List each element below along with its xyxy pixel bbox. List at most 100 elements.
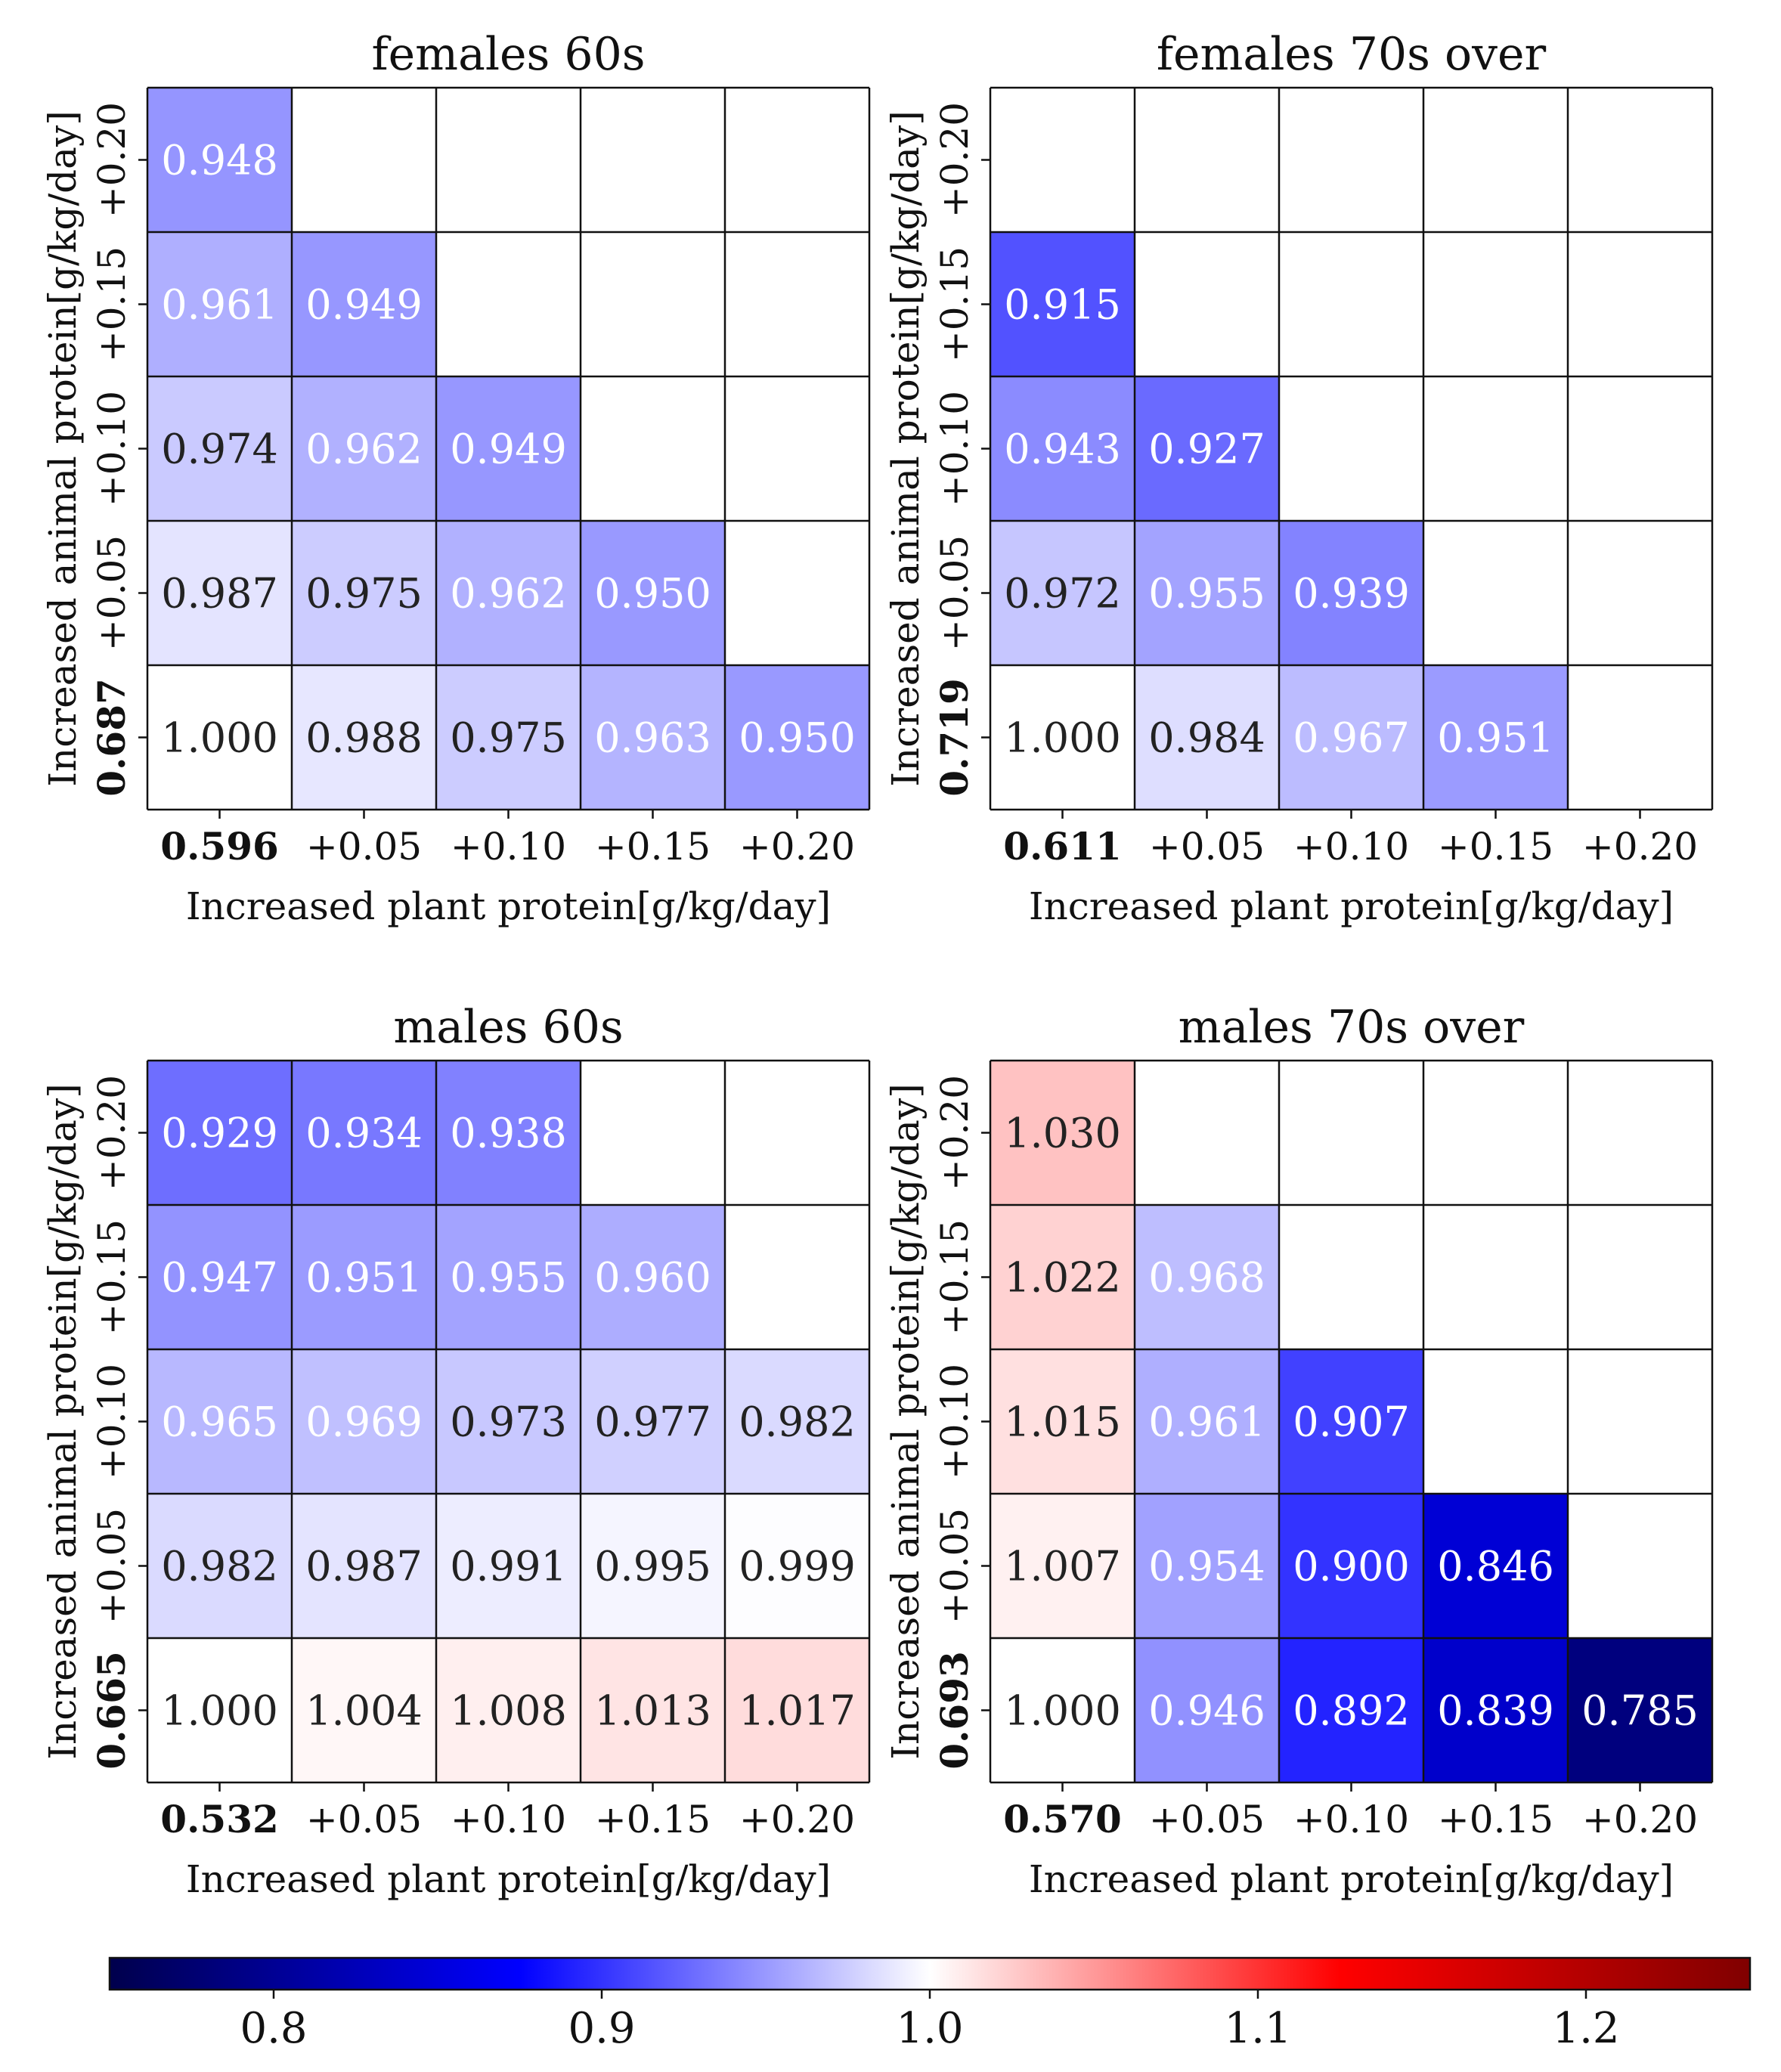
x-tick-label: +0.15 [595, 1798, 711, 1841]
heatmap-cell [436, 1638, 581, 1782]
y-tick-label: +0.10 [90, 1364, 134, 1479]
cell-value-label: 0.975 [450, 714, 567, 762]
heatmap-cell [1568, 1638, 1712, 1782]
heatmap-cell [725, 1494, 869, 1638]
colorbar: 0.8 0.9 1.0 1.1 1.2 [108, 1956, 1752, 2053]
heatmap-cell [990, 232, 1135, 376]
cell-value-label: 1.000 [1004, 1687, 1121, 1735]
y-axis-label: Increased animal protein[g/kg/day] [884, 110, 928, 786]
cell-value-label: 0.839 [1437, 1687, 1554, 1735]
cell-value-label: 0.967 [1293, 714, 1410, 762]
heatmap-cell [292, 232, 436, 376]
y-axis-label: Increased animal protein[g/kg/day] [41, 110, 85, 786]
x-tick-label: +0.05 [306, 1798, 422, 1841]
x-tick-label: +0.20 [739, 825, 855, 869]
y-tick-label: 0.687 [89, 678, 134, 797]
x-axis-label: Increased plant protein[g/kg/day] [186, 884, 831, 928]
heatmap-cell [990, 1638, 1135, 1782]
colorbar-tick-label: 0.9 [568, 2004, 635, 2053]
cell-value-label: 0.968 [1148, 1254, 1265, 1302]
x-tick-label: +0.05 [306, 825, 422, 869]
heatmap-cell [581, 1205, 725, 1349]
heatmap-cell [990, 665, 1135, 810]
heatmap-cell [725, 665, 869, 810]
cell-value-label: 1.000 [1004, 714, 1121, 762]
cell-value-label: 0.939 [1293, 570, 1410, 618]
heatmap-cell [1423, 665, 1568, 810]
cell-value-label: 0.950 [739, 714, 856, 762]
y-tick-label: +0.15 [90, 1219, 134, 1335]
cell-value-label: 1.008 [450, 1687, 567, 1735]
y-tick-label: +0.05 [90, 1508, 134, 1624]
y-tick-label: +0.20 [933, 1075, 977, 1191]
x-axis-label: Increased plant protein[g/kg/day] [186, 1857, 831, 1901]
cell-value-label: 0.948 [161, 137, 278, 184]
cell-value-label: 0.977 [594, 1398, 711, 1446]
y-axis-label: Increased animal protein[g/kg/day] [41, 1083, 85, 1759]
x-axis-label: Increased plant protein[g/kg/day] [1029, 884, 1674, 928]
heatmap-cell [292, 1205, 436, 1349]
heatmap-cell [1135, 1638, 1279, 1782]
cell-value-label: 0.975 [305, 570, 423, 618]
heatmap-cell [1135, 1494, 1279, 1638]
heatmap-cell [292, 665, 436, 810]
cell-value-label: 0.969 [305, 1398, 423, 1446]
heatmap-cell [292, 1349, 436, 1494]
heatmap-cell [1423, 1494, 1568, 1638]
cell-value-label: 1.004 [305, 1687, 423, 1735]
heatmap-cell [147, 1205, 292, 1349]
heatmap-cell [725, 1349, 869, 1494]
heatmap-cell [725, 1638, 869, 1782]
heatmap-cell [990, 1205, 1135, 1349]
x-tick-label: +0.10 [1293, 1798, 1409, 1841]
cell-value-label: 0.961 [1148, 1398, 1265, 1446]
cell-value-label: 1.015 [1004, 1398, 1121, 1446]
x-tick-label: 0.570 [1003, 1797, 1122, 1841]
y-tick-label: +0.05 [933, 1508, 977, 1624]
cell-value-label: 0.954 [1148, 1543, 1265, 1590]
heatmap-cell [147, 376, 292, 521]
colorbar-gradient [108, 1956, 1752, 1991]
heatmap-cell [292, 1494, 436, 1638]
cell-value-label: 1.000 [161, 714, 278, 762]
heatmap-cell [990, 1061, 1135, 1205]
heatmap-cell [581, 1494, 725, 1638]
cell-value-label: 0.950 [594, 570, 711, 618]
x-tick-label: +0.05 [1149, 1798, 1265, 1841]
heatmap-cell [581, 1638, 725, 1782]
cell-value-label: 0.949 [305, 281, 423, 329]
heatmap-cell [436, 521, 581, 665]
cell-value-label: 0.961 [161, 281, 278, 329]
cell-value-label: 0.987 [305, 1543, 423, 1590]
heatmap-cell [581, 521, 725, 665]
x-tick-label: +0.05 [1149, 825, 1265, 869]
heatmap-cell [581, 1349, 725, 1494]
heatmap-cell [1135, 376, 1279, 521]
cell-value-label: 0.943 [1004, 426, 1121, 473]
cell-value-label: 0.973 [450, 1398, 567, 1446]
cell-value-label: 0.947 [161, 1254, 278, 1302]
cell-value-label: 0.974 [161, 426, 278, 473]
heatmap-cell [990, 1349, 1135, 1494]
colorbar-tick-label: 0.8 [240, 2004, 307, 2053]
cell-value-label: 0.955 [1148, 570, 1265, 618]
heatmap-cell [292, 521, 436, 665]
heatmap-cell [436, 1061, 581, 1205]
heatmap-cell [292, 376, 436, 521]
cell-value-label: 0.907 [1293, 1398, 1410, 1446]
heatmap-cell [147, 665, 292, 810]
cell-value-label: 1.007 [1004, 1543, 1121, 1590]
y-tick-label: +0.15 [933, 1219, 977, 1335]
colorbar-tick-label: 1.1 [1224, 2004, 1291, 2053]
cell-value-label: 0.984 [1148, 714, 1265, 762]
x-tick-label: +0.15 [595, 825, 711, 869]
x-tick-label: +0.15 [1438, 1798, 1553, 1841]
cell-value-label: 0.934 [305, 1110, 423, 1157]
x-tick-label: +0.10 [451, 1798, 566, 1841]
x-tick-label: +0.20 [1582, 1798, 1698, 1841]
cell-value-label: 0.991 [450, 1543, 567, 1590]
heatmap-panel: 1.000 0.946 0.892 0.839 0.785 1.007 0.954 0.900… [884, 1001, 1714, 1901]
y-axis-label: Increased animal protein[g/kg/day] [884, 1083, 928, 1759]
